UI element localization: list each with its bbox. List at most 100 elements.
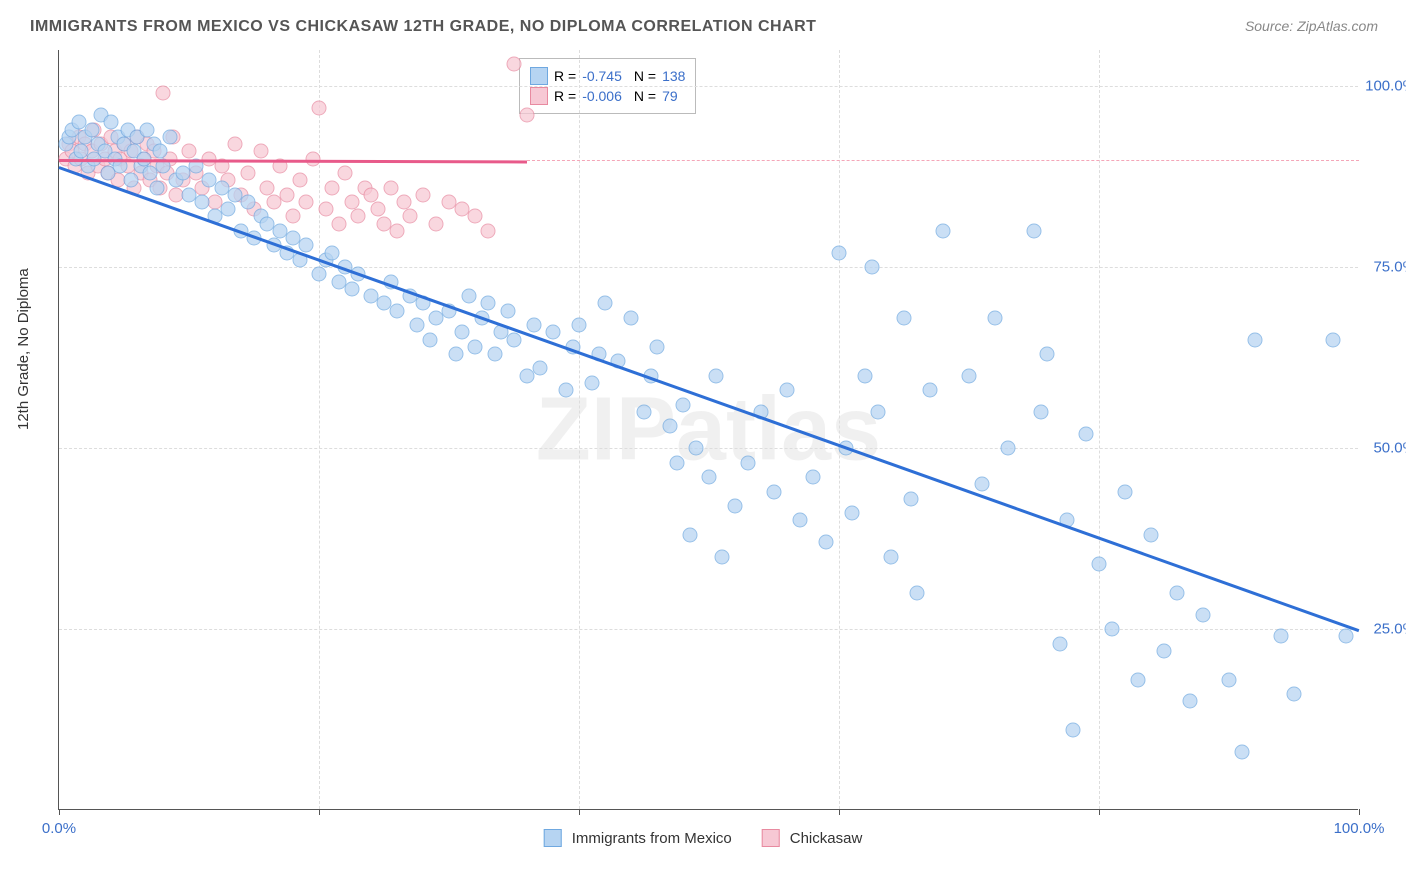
series1-point [936,223,951,238]
series1-point [104,115,119,130]
series1-point [897,310,912,325]
series2-point [390,223,405,238]
series1-point [468,339,483,354]
series1-point [507,332,522,347]
series2-point [370,202,385,217]
series1-point [325,245,340,260]
n-label: N = [634,68,656,84]
ytick-label: 75.0% [1373,259,1406,276]
series1-point [1274,629,1289,644]
series1-point [526,318,541,333]
series1-point [344,281,359,296]
series1-point [1339,629,1354,644]
bottom-swatch-series1 [544,829,562,847]
series1-point [864,260,879,275]
series2-point [279,187,294,202]
series2-point [299,195,314,210]
series2-point [364,187,379,202]
xtick-label: 0.0% [42,820,76,837]
gridline-vertical [1099,50,1100,809]
xtick-mark [579,809,580,815]
gridline-vertical [839,50,840,809]
series1-point [1027,223,1042,238]
series1-point [500,303,515,318]
n-label: N = [634,88,656,104]
series1-point [845,506,860,521]
series2-point [292,173,307,188]
gridline-vertical [319,50,320,809]
series1-point [1053,636,1068,651]
series2-n-value: 79 [662,88,678,104]
series1-point [767,484,782,499]
series1-point [572,318,587,333]
series1-point [598,296,613,311]
series1-point [299,238,314,253]
series1-point [1157,643,1172,658]
series2-point [286,209,301,224]
series2-point [312,100,327,115]
series1-point [1118,484,1133,499]
series1-point [1170,585,1185,600]
r-label: R = [554,68,576,84]
ytick-label: 25.0% [1373,621,1406,638]
xtick-label: 100.0% [1334,820,1385,837]
series1-point [1001,441,1016,456]
gridline-horizontal [59,448,1358,449]
series1-point [1287,687,1302,702]
series1-point [409,318,424,333]
gridline-horizontal [59,86,1358,87]
xtick-mark [1099,809,1100,815]
series1-n-value: 138 [662,68,685,84]
series1-point [240,195,255,210]
legend-swatch-series1 [530,67,548,85]
series1-point [780,383,795,398]
series1-point [1235,745,1250,760]
series1-point [162,129,177,144]
series1-point [715,549,730,564]
series1-point [153,144,168,159]
series2-r-value: -0.006 [582,88,622,104]
series1-point [1079,426,1094,441]
series1-point [1040,347,1055,362]
xtick-mark [59,809,60,815]
series1-point [585,375,600,390]
series2-point [253,144,268,159]
gridline-vertical [579,50,580,809]
series1-regression-line [59,166,1360,632]
series1-point [819,535,834,550]
series2-label: Chickasaw [790,830,863,847]
series1-point [637,404,652,419]
series1-point [682,527,697,542]
plot-area: ZIPatlas R = -0.745 N = 138 R = -0.006 N… [58,50,1358,810]
series1-r-value: -0.745 [582,68,622,84]
watermark: ZIPatlas [536,378,881,481]
series1-label: Immigrants from Mexico [572,830,732,847]
series2-point [416,187,431,202]
series1-point [1066,723,1081,738]
series1-point [149,180,164,195]
series1-point [195,195,210,210]
series1-point [689,441,704,456]
series2-point [520,108,535,123]
bottom-swatch-series2 [762,829,780,847]
series1-point [461,289,476,304]
series2-point [331,216,346,231]
series2-point [182,144,197,159]
series1-point [910,585,925,600]
gridline-horizontal [59,629,1358,630]
series1-point [663,419,678,434]
series1-point [728,499,743,514]
series1-point [455,325,470,340]
series1-point [448,347,463,362]
series1-point [312,267,327,282]
series1-point [650,339,665,354]
xtick-mark [1359,809,1360,815]
series2-point [318,202,333,217]
series1-point [702,470,717,485]
series1-point [832,245,847,260]
source-attribution: Source: ZipAtlas.com [1245,18,1378,34]
series1-point [84,122,99,137]
series1-point [884,549,899,564]
series1-point [533,361,548,376]
series2-regression-dashed [527,160,1359,161]
